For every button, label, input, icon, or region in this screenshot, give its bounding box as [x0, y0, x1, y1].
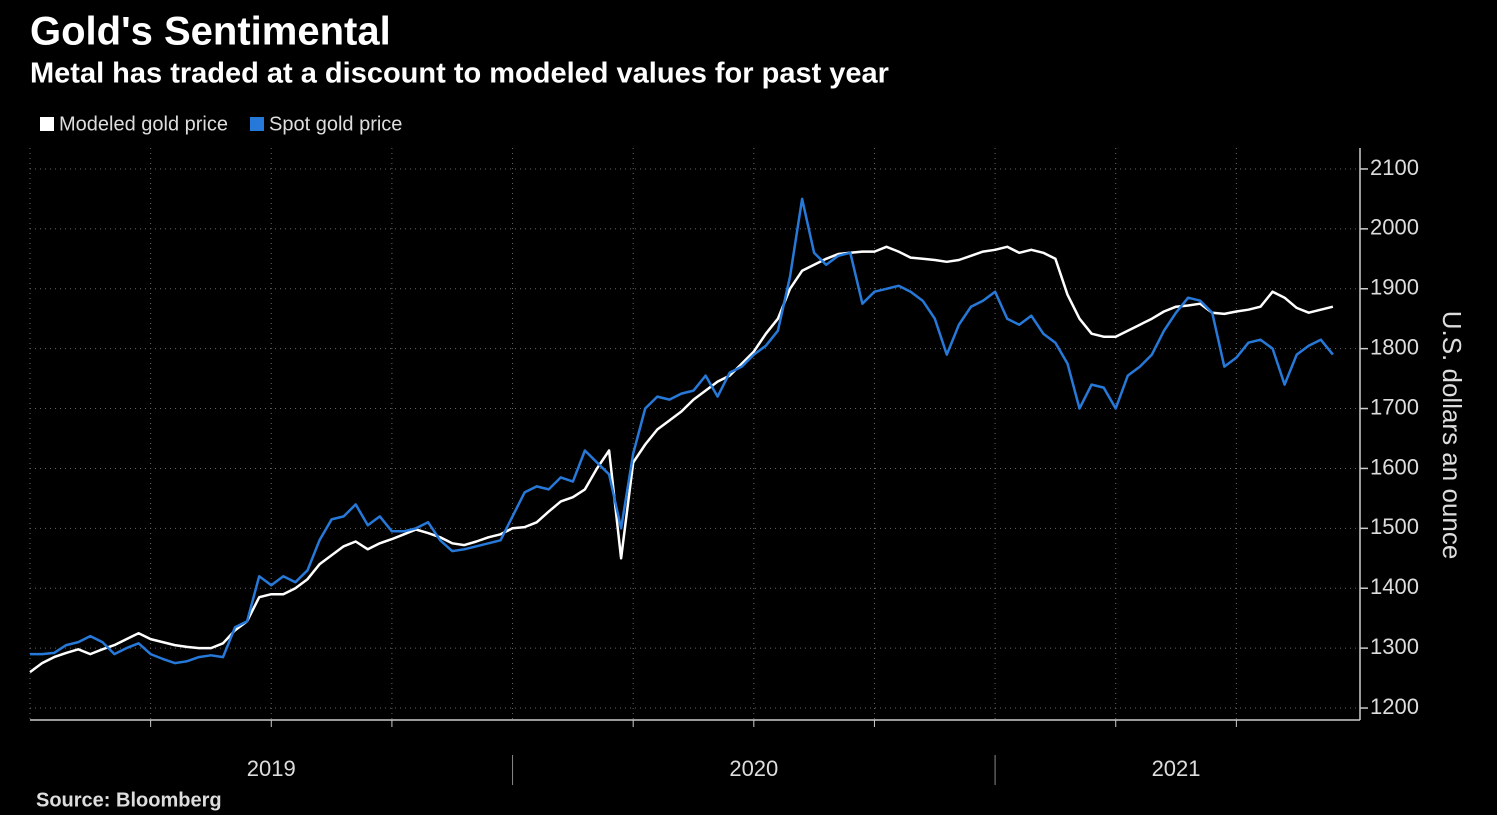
y-tick-label: 1200 — [1370, 694, 1419, 719]
y-axis-label: U.S. dollars an ounce — [1437, 311, 1467, 560]
series-line — [29, 245, 1334, 674]
legend-label: Spot gold price — [269, 113, 402, 135]
y-tick-label: 1500 — [1370, 514, 1419, 539]
y-tick-label: 1900 — [1370, 275, 1419, 300]
x-tick-label: 2019 — [247, 756, 296, 781]
source: Source: Bloomberg — [36, 789, 222, 811]
y-tick-label: 1400 — [1370, 574, 1419, 599]
y-tick-label: 1700 — [1370, 394, 1419, 419]
chart-subtitle: Metal has traded at a discount to modele… — [30, 58, 889, 90]
chart-title: Gold's Sentimental — [30, 10, 391, 54]
y-tick-label: 2000 — [1370, 215, 1419, 240]
y-tick-label: 1800 — [1370, 334, 1419, 359]
y-tick-label: 1300 — [1370, 634, 1419, 659]
series-line — [30, 197, 1334, 665]
y-tick-label: 2100 — [1370, 155, 1419, 180]
x-tick-label: 2021 — [1152, 756, 1201, 781]
x-tick-label: 2020 — [729, 756, 778, 781]
legend-swatch — [250, 117, 264, 131]
legend-label: Modeled gold price — [59, 113, 228, 135]
legend-swatch — [40, 117, 54, 131]
y-tick-label: 1600 — [1370, 454, 1419, 479]
